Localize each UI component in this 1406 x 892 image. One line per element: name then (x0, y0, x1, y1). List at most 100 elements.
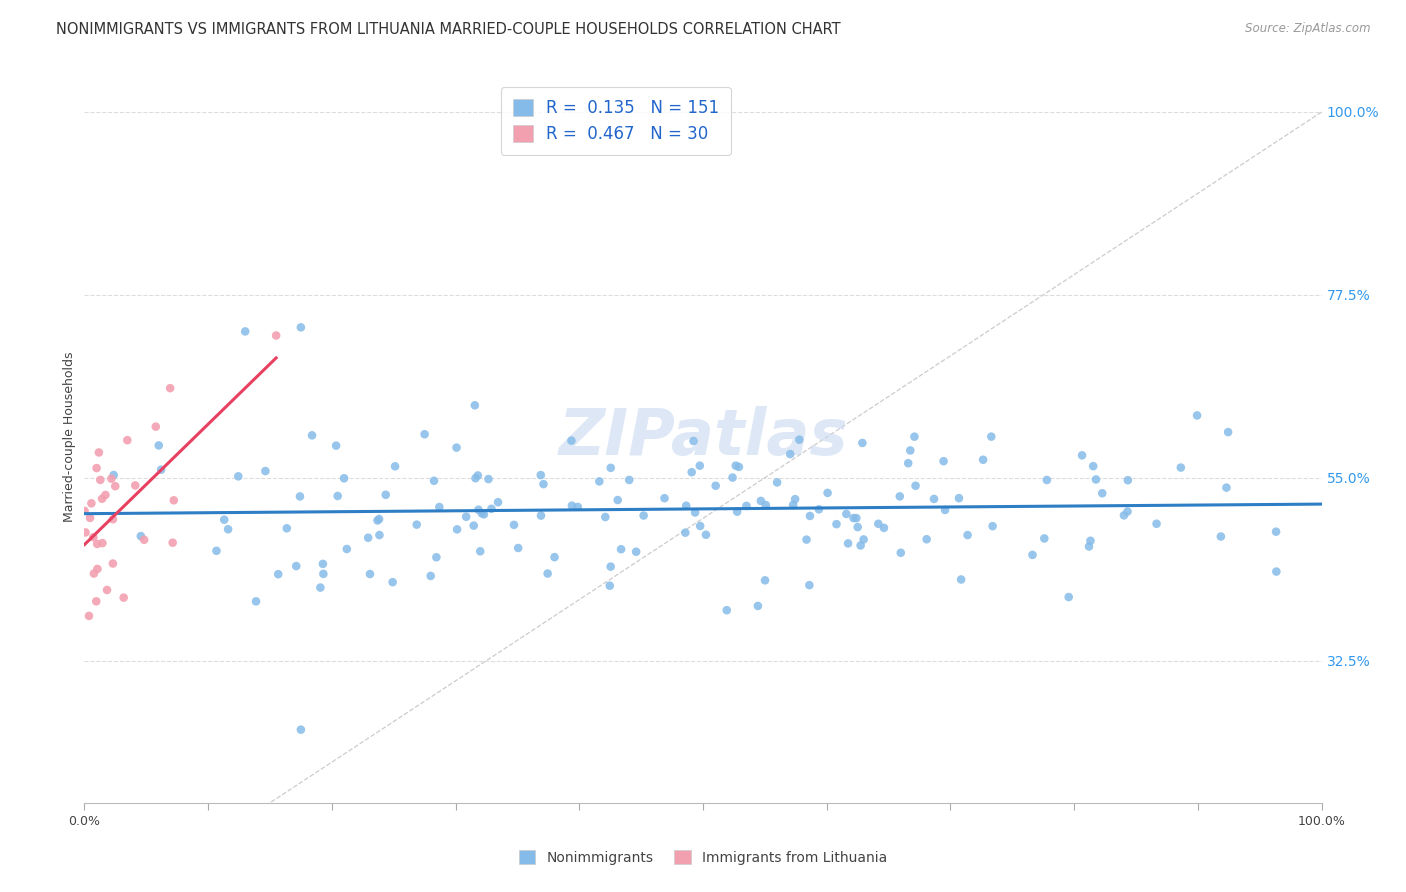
Point (721, 470, 744, 484)
Point (619, 473, 641, 487)
Point (799, 508, 821, 523)
Point (91, 536, 114, 550)
Point (467, 502, 489, 516)
Point (785, 492, 807, 507)
Point (606, 493, 628, 508)
Point (368, 528, 391, 542)
Point (423, 474, 446, 488)
Point (405, 517, 427, 532)
Text: NONIMMIGRANTS VS IMMIGRANTS FROM LITHUANIA MARRIED-COUPLE HOUSEHOLDS CORRELATION: NONIMMIGRANTS VS IMMIGRANTS FROM LITHUAN… (56, 22, 841, 37)
Point (467, 468, 489, 483)
Point (326, 489, 349, 503)
Point (1083, 459, 1105, 474)
Point (1071, 448, 1094, 462)
Point (463, 518, 485, 533)
Point (530, 468, 553, 483)
Point (704, 479, 727, 493)
Point (852, 533, 875, 547)
Point (456, 509, 478, 524)
Point (633, 508, 655, 523)
Point (889, 489, 911, 503)
Point (73, 504, 96, 518)
Point (536, 566, 558, 581)
Point (1091, 486, 1114, 500)
Point (226, 469, 249, 483)
Point (1185, 409, 1208, 423)
Point (91, 491, 114, 506)
Point (427, 500, 450, 514)
Point (217, 522, 239, 536)
Point (312, 557, 335, 571)
Point (787, 433, 810, 447)
Point (817, 486, 839, 500)
Point (904, 479, 927, 493)
Point (673, 525, 696, 540)
Point (851, 436, 873, 450)
Text: Source: ZipAtlas.com: Source: ZipAtlas.com (1246, 22, 1371, 36)
Point (898, 443, 921, 458)
Point (212, 513, 235, 527)
Point (1084, 473, 1107, 487)
Point (725, 505, 748, 519)
Point (96, 582, 118, 597)
Point (932, 454, 955, 468)
Point (724, 458, 747, 473)
Point (1078, 540, 1101, 554)
Point (129, 529, 152, 543)
Point (464, 398, 486, 412)
Point (276, 521, 298, 535)
Point (325, 439, 347, 453)
Point (464, 471, 486, 485)
Point (922, 491, 945, 506)
Point (94, 488, 117, 502)
Point (782, 498, 804, 512)
Point (471, 507, 494, 521)
Point (477, 472, 499, 486)
Point (1146, 516, 1168, 531)
Point (486, 495, 509, 509)
Point (357, 531, 380, 545)
Point (681, 465, 703, 479)
Point (148, 438, 170, 452)
Point (117, 433, 139, 447)
Point (735, 499, 758, 513)
Point (807, 502, 830, 516)
Point (336, 541, 359, 556)
Point (897, 456, 920, 470)
Point (290, 723, 312, 737)
Point (683, 506, 706, 520)
Point (233, 325, 256, 339)
Point (89, 473, 111, 487)
Point (716, 603, 738, 617)
Point (254, 464, 277, 478)
Point (1209, 529, 1232, 543)
Point (374, 488, 396, 502)
Point (86, 537, 108, 551)
Point (948, 491, 970, 505)
Point (359, 567, 381, 582)
Point (288, 490, 311, 504)
Point (689, 519, 711, 533)
Point (101, 512, 124, 526)
Point (588, 475, 610, 489)
Point (868, 516, 890, 531)
Point (84, 594, 107, 608)
Y-axis label: Married-couple Households: Married-couple Households (63, 351, 76, 523)
Point (312, 566, 335, 581)
Point (1170, 460, 1192, 475)
Point (890, 546, 912, 560)
Point (915, 533, 938, 547)
Point (446, 441, 468, 455)
Point (83, 566, 105, 581)
Point (100, 472, 122, 486)
Point (950, 573, 973, 587)
Point (86, 461, 108, 475)
Point (567, 500, 589, 514)
Point (267, 567, 290, 582)
Legend: Nonimmigrants, Immigrants from Lithuania: Nonimmigrants, Immigrants from Lithuania (512, 843, 894, 871)
Point (1021, 548, 1043, 562)
Point (846, 520, 869, 534)
Point (481, 501, 503, 516)
Point (560, 434, 582, 448)
Point (124, 478, 146, 492)
